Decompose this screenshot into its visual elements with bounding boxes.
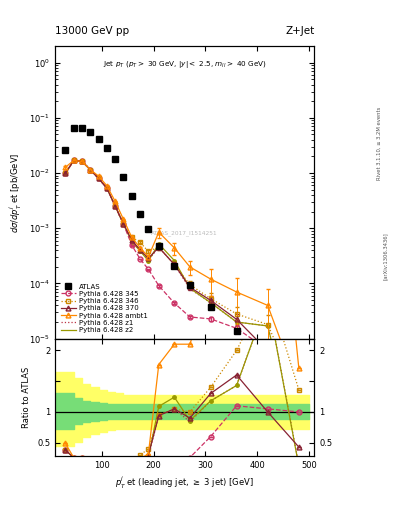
Pythia 6.428 z1 [129,237,134,243]
Pythia 6.428 z2 [296,450,301,456]
Line: Pythia 6.428 z2: Pythia 6.428 z2 [64,159,301,455]
Pythia 6.428 z2 [113,203,118,209]
Pythia 6.428 z2 [129,239,134,245]
Pythia 6.428 z1 [72,157,76,163]
Text: 13000 GeV pp: 13000 GeV pp [55,26,129,36]
Pythia 6.428 z1 [121,221,126,227]
Text: Z+Jet: Z+Jet [285,26,314,36]
Pythia 6.428 z1 [88,166,93,173]
Y-axis label: $d\sigma/dp_T^j$ et [pb/GeV]: $d\sigma/dp_T^j$ et [pb/GeV] [7,152,24,232]
Pythia 6.428 z2 [138,248,142,254]
Pythia 6.428 z2 [146,258,151,264]
Pythia 6.428 z1 [80,158,84,164]
Pythia 6.428 z2 [265,323,270,329]
ATLAS [172,263,177,269]
ATLAS [187,282,192,288]
Pythia 6.428 z1 [172,262,177,268]
Y-axis label: Ratio to ATLAS: Ratio to ATLAS [22,367,31,428]
ATLAS [96,136,101,142]
Pythia 6.428 z2 [105,185,109,191]
Text: ATLAS_2017_I1514251: ATLAS_2017_I1514251 [151,230,218,236]
Legend: ATLAS, Pythia 6.428 345, Pythia 6.428 346, Pythia 6.428 370, Pythia 6.428 ambt1,: ATLAS, Pythia 6.428 345, Pythia 6.428 34… [59,282,150,335]
ATLAS [72,125,76,131]
ATLAS [208,304,213,310]
Pythia 6.428 z2 [187,285,192,291]
ATLAS [63,147,68,153]
Pythia 6.428 z2 [172,258,177,264]
Pythia 6.428 z1 [138,248,142,254]
Pythia 6.428 z2 [80,158,84,164]
Pythia 6.428 z1 [187,286,192,292]
Text: Rivet 3.1.10, ≥ 3.2M events: Rivet 3.1.10, ≥ 3.2M events [377,106,382,180]
Pythia 6.428 z1 [156,244,161,250]
Line: ATLAS: ATLAS [62,125,302,406]
ATLAS [156,243,161,249]
ATLAS [129,193,134,199]
Pythia 6.428 z1 [208,300,213,306]
Line: Pythia 6.428 z1: Pythia 6.428 z1 [65,160,299,450]
Pythia 6.428 z2 [96,176,101,182]
ATLAS [296,399,301,406]
Pythia 6.428 z1 [96,176,101,182]
Pythia 6.428 z1 [105,185,109,191]
Pythia 6.428 z1 [146,257,151,263]
ATLAS [265,348,270,354]
ATLAS [88,129,93,135]
ATLAS [80,125,84,131]
Pythia 6.428 z2 [234,319,239,325]
Pythia 6.428 z1 [63,170,68,177]
Pythia 6.428 z2 [63,170,68,177]
Pythia 6.428 z2 [156,241,161,247]
X-axis label: $p_T^j$ et (leading jet, $\geq$ 3 jet) [GeV]: $p_T^j$ et (leading jet, $\geq$ 3 jet) [… [116,475,254,492]
ATLAS [138,210,142,217]
ATLAS [113,156,118,162]
Pythia 6.428 z2 [72,157,76,163]
Pythia 6.428 z2 [208,300,213,306]
Pythia 6.428 z1 [296,446,301,453]
Pythia 6.428 z2 [121,221,126,227]
ATLAS [121,174,126,180]
Text: [arXiv:1306.3436]: [arXiv:1306.3436] [383,232,387,280]
ATLAS [146,226,151,232]
Pythia 6.428 z1 [234,319,239,325]
ATLAS [105,145,109,152]
Text: Jet $p_T$ ($p_T >$ 30 GeV, $|y| <$ 2.5, $m_{ll} >$ 40 GeV): Jet $p_T$ ($p_T >$ 30 GeV, $|y| <$ 2.5, … [103,59,267,70]
Pythia 6.428 z2 [88,166,93,173]
Pythia 6.428 z1 [265,323,270,329]
Pythia 6.428 z1 [113,203,118,209]
ATLAS [234,328,239,334]
